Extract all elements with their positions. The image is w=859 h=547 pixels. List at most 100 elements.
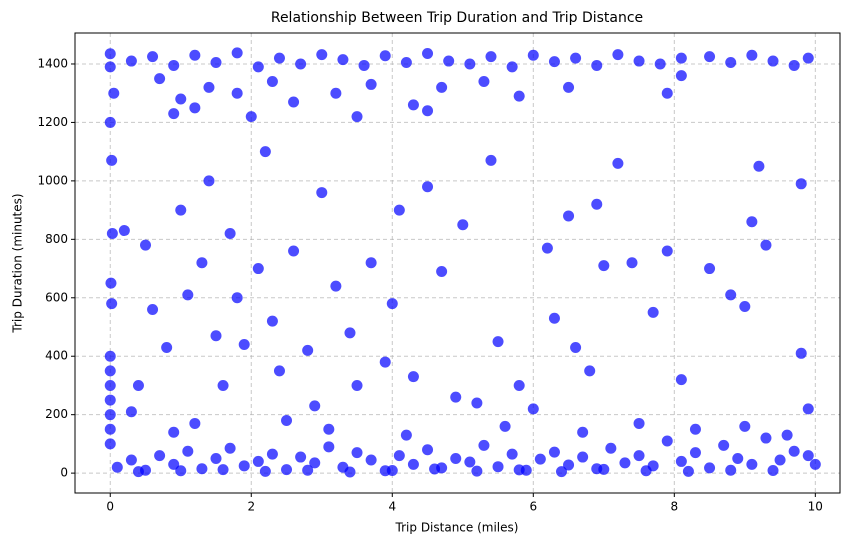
point: [541, 242, 553, 254]
point: [450, 391, 462, 403]
point: [281, 464, 293, 476]
point: [548, 312, 560, 324]
point: [802, 450, 814, 462]
point: [443, 55, 455, 67]
point: [168, 59, 180, 71]
point: [288, 245, 300, 257]
point: [767, 464, 779, 476]
point: [577, 426, 589, 438]
point: [111, 461, 123, 473]
point: [168, 458, 180, 470]
point: [266, 76, 278, 88]
point: [273, 365, 285, 377]
y-tick-label: 800: [45, 232, 68, 246]
point: [259, 465, 271, 477]
x-tick-label: 6: [529, 500, 537, 514]
point: [393, 450, 405, 462]
point: [104, 423, 116, 435]
point: [746, 458, 758, 470]
point: [316, 187, 328, 199]
y-tick-label: 0: [60, 466, 68, 480]
point: [358, 59, 370, 71]
point: [422, 444, 434, 456]
point: [104, 438, 116, 450]
point: [302, 344, 314, 356]
point: [393, 204, 405, 216]
grid: [75, 33, 840, 493]
point: [379, 356, 391, 368]
point: [661, 245, 673, 257]
point: [753, 160, 765, 172]
point: [104, 48, 116, 60]
point: [704, 263, 716, 275]
point: [499, 420, 511, 432]
point: [266, 448, 278, 460]
y-tick-label: 1400: [37, 56, 68, 70]
y-tick-label: 400: [45, 349, 68, 363]
point: [224, 227, 236, 239]
point: [555, 466, 567, 478]
y-tick-label: 1000: [37, 173, 68, 187]
point: [386, 464, 398, 476]
point: [795, 178, 807, 190]
point: [104, 394, 116, 406]
point: [492, 336, 504, 348]
chart-title: Relationship Between Trip Duration and T…: [271, 10, 643, 26]
point: [422, 47, 434, 59]
point: [302, 464, 314, 476]
point: [132, 379, 144, 391]
point: [106, 227, 118, 239]
point: [422, 105, 434, 117]
point: [365, 257, 377, 269]
point: [309, 457, 321, 469]
point: [196, 257, 208, 269]
point: [739, 301, 751, 313]
point: [506, 61, 518, 73]
point: [365, 78, 377, 90]
point: [351, 379, 363, 391]
point: [513, 379, 525, 391]
point: [436, 81, 448, 93]
point: [570, 52, 582, 64]
point: [365, 454, 377, 466]
point: [633, 417, 645, 429]
point: [626, 257, 638, 269]
point: [125, 406, 137, 418]
point: [323, 423, 335, 435]
point: [154, 450, 166, 462]
point: [633, 450, 645, 462]
point: [725, 464, 737, 476]
point: [661, 435, 673, 447]
point: [189, 102, 201, 114]
point: [168, 108, 180, 120]
point: [527, 49, 539, 61]
point: [189, 417, 201, 429]
point: [633, 55, 645, 67]
point: [704, 51, 716, 63]
point: [464, 58, 476, 70]
point: [506, 448, 518, 460]
x-tick-label: 2: [247, 500, 255, 514]
point: [732, 453, 744, 465]
point: [675, 455, 687, 467]
point: [400, 57, 412, 69]
point: [619, 457, 631, 469]
point: [612, 157, 624, 169]
point: [457, 219, 469, 231]
point: [309, 400, 321, 412]
point: [323, 441, 335, 453]
point: [252, 61, 264, 73]
point: [485, 154, 497, 166]
point: [217, 464, 229, 476]
point: [217, 379, 229, 391]
y-axis-label: Trip Duration (minutes): [11, 193, 25, 333]
point: [351, 111, 363, 123]
point: [266, 315, 278, 327]
plot-frame: [74, 32, 841, 494]
point: [513, 90, 525, 102]
point: [252, 455, 264, 467]
point: [118, 225, 130, 237]
point: [450, 453, 462, 465]
point: [203, 175, 215, 187]
